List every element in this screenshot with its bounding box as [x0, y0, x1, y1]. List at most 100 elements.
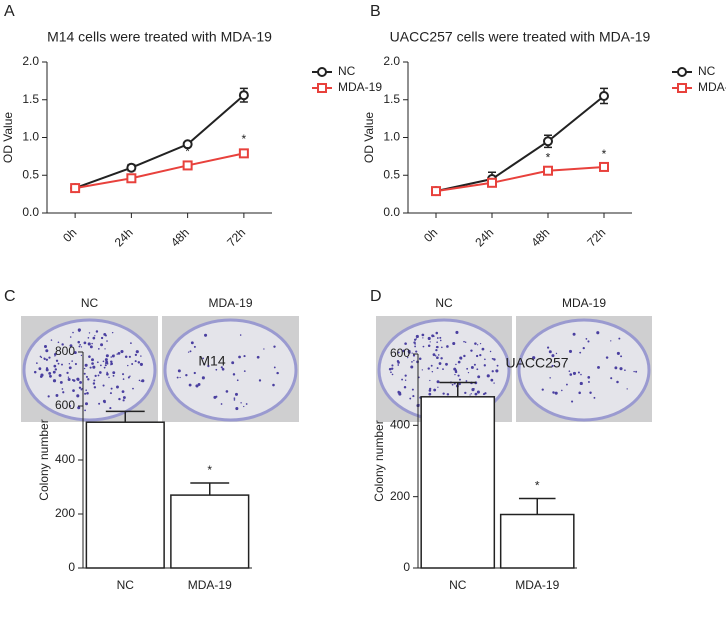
colony — [110, 364, 112, 366]
chart-title: M14 cells were treated with MDA-19 — [47, 29, 272, 45]
colony — [43, 344, 48, 349]
bar — [170, 494, 250, 569]
colony — [127, 364, 129, 367]
colony — [427, 336, 431, 341]
x-tick-label: 48h — [168, 225, 192, 249]
colony — [238, 355, 241, 359]
marker — [599, 161, 609, 172]
colony — [548, 350, 552, 354]
x-tick-label: 0h — [421, 225, 440, 244]
colony — [84, 402, 88, 406]
colony — [421, 369, 423, 371]
y-tick-label: 1.0 — [22, 130, 39, 144]
colony — [68, 363, 71, 365]
colony — [579, 351, 582, 354]
colony — [466, 367, 469, 370]
colony — [72, 389, 75, 392]
colony — [263, 348, 265, 350]
colony — [50, 339, 53, 341]
colony — [458, 382, 461, 386]
y-tick-label: 0.0 — [383, 205, 400, 219]
colony — [401, 378, 404, 381]
colony — [55, 359, 59, 362]
marker — [599, 90, 609, 101]
colony — [100, 343, 104, 347]
colony — [118, 397, 121, 401]
colony — [391, 373, 394, 376]
colony — [404, 342, 407, 345]
colony — [428, 389, 432, 392]
colony — [411, 361, 413, 363]
colony — [215, 368, 218, 371]
colony — [176, 376, 179, 379]
y-tick-label: 0.5 — [383, 167, 400, 181]
colony — [128, 355, 131, 358]
colony — [61, 343, 64, 346]
colony — [129, 375, 131, 377]
colony — [57, 341, 60, 344]
colony — [79, 343, 81, 346]
colony — [633, 370, 635, 373]
significance: * — [602, 147, 607, 161]
colony — [127, 376, 130, 379]
colony — [452, 341, 456, 346]
series-line — [74, 152, 245, 190]
x-tick-label: 72h — [584, 225, 608, 249]
colony — [434, 355, 437, 357]
colony — [141, 379, 145, 383]
colony — [532, 356, 536, 360]
colony — [74, 362, 77, 366]
colony — [391, 367, 394, 370]
colony — [422, 345, 425, 348]
colony — [91, 342, 93, 345]
colony — [484, 392, 487, 395]
colony — [111, 354, 115, 358]
colony — [440, 357, 443, 360]
colony — [94, 374, 97, 377]
colony — [415, 334, 419, 339]
colony — [220, 403, 223, 405]
colony — [109, 392, 112, 395]
legend-marker — [677, 83, 687, 93]
colony — [470, 366, 474, 369]
colony — [427, 344, 431, 348]
colony — [78, 386, 82, 389]
colony — [473, 363, 476, 366]
colony — [195, 384, 199, 388]
colony — [614, 366, 618, 370]
marker — [70, 183, 81, 194]
marker — [238, 148, 249, 159]
colony — [73, 351, 77, 355]
colony — [89, 345, 93, 349]
colony — [84, 409, 86, 412]
colony — [179, 376, 181, 379]
colony — [83, 372, 86, 375]
colony — [484, 358, 486, 361]
colony — [47, 395, 50, 398]
colony — [483, 364, 486, 367]
chart-title: UACC257 cells were treated with MDA-19 — [390, 29, 651, 45]
colony — [84, 363, 88, 367]
colony — [596, 331, 600, 335]
colony — [67, 376, 70, 378]
colony — [236, 379, 239, 382]
colony — [624, 369, 626, 372]
colony — [85, 375, 88, 378]
colony — [36, 362, 38, 364]
colony — [589, 391, 592, 394]
colony — [474, 392, 478, 396]
colony — [467, 372, 470, 374]
colony — [243, 405, 245, 408]
marker — [182, 139, 193, 150]
colony — [432, 353, 436, 357]
colony — [412, 354, 416, 357]
colony — [256, 355, 260, 359]
colony — [411, 388, 414, 391]
colony — [45, 349, 49, 353]
colony — [110, 387, 113, 390]
y-tick-label: 0.0 — [22, 205, 39, 219]
colony — [189, 350, 192, 353]
y-tick-label: 1.5 — [22, 92, 39, 106]
colony — [459, 356, 463, 360]
colony — [428, 392, 432, 396]
